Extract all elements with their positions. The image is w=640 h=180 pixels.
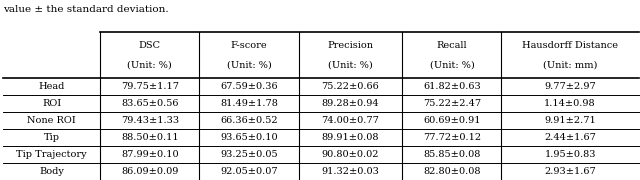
- Text: 9.77±2.97: 9.77±2.97: [544, 82, 596, 91]
- Text: 77.72±0.12: 77.72±0.12: [423, 133, 481, 142]
- Text: 75.22±0.66: 75.22±0.66: [321, 82, 380, 91]
- Text: None ROI: None ROI: [28, 116, 76, 125]
- Text: 74.00±0.77: 74.00±0.77: [321, 116, 380, 125]
- Text: 91.32±0.03: 91.32±0.03: [321, 167, 380, 176]
- Text: 60.69±0.91: 60.69±0.91: [423, 116, 481, 125]
- Text: 79.43±1.33: 79.43±1.33: [121, 116, 179, 125]
- Text: (Unit: %): (Unit: %): [328, 61, 373, 70]
- Text: 2.44±1.67: 2.44±1.67: [544, 133, 596, 142]
- Text: 83.65±0.56: 83.65±0.56: [121, 99, 179, 108]
- Text: (Unit: %): (Unit: %): [127, 61, 172, 70]
- Text: Precision: Precision: [328, 41, 373, 50]
- Text: 92.05±0.07: 92.05±0.07: [220, 167, 278, 176]
- Text: 89.28±0.94: 89.28±0.94: [322, 99, 380, 108]
- Text: 87.99±0.10: 87.99±0.10: [121, 150, 179, 159]
- Text: 1.14±0.98: 1.14±0.98: [544, 99, 596, 108]
- Text: Tip: Tip: [44, 133, 60, 142]
- Text: 61.82±0.63: 61.82±0.63: [423, 82, 481, 91]
- Text: 93.65±0.10: 93.65±0.10: [220, 133, 278, 142]
- Text: (Unit: %): (Unit: %): [429, 61, 474, 70]
- Text: Tip Trajectory: Tip Trajectory: [17, 150, 87, 159]
- Text: 66.36±0.52: 66.36±0.52: [220, 116, 278, 125]
- Text: F-score: F-score: [230, 41, 268, 50]
- Text: 85.85±0.08: 85.85±0.08: [423, 150, 481, 159]
- Text: 81.49±1.78: 81.49±1.78: [220, 99, 278, 108]
- Text: Body: Body: [39, 167, 64, 176]
- Text: 79.75±1.17: 79.75±1.17: [121, 82, 179, 91]
- Text: 1.95±0.83: 1.95±0.83: [545, 150, 596, 159]
- Text: 67.59±0.36: 67.59±0.36: [220, 82, 278, 91]
- Text: 82.80±0.08: 82.80±0.08: [423, 167, 481, 176]
- Text: DSC: DSC: [139, 41, 161, 50]
- Text: 90.80±0.02: 90.80±0.02: [322, 150, 379, 159]
- Text: value ± the standard deviation.: value ± the standard deviation.: [3, 5, 169, 14]
- Text: Recall: Recall: [436, 41, 467, 50]
- Text: 88.50±0.11: 88.50±0.11: [121, 133, 179, 142]
- Text: 93.25±0.05: 93.25±0.05: [220, 150, 278, 159]
- Text: Head: Head: [38, 82, 65, 91]
- Text: (Unit: %): (Unit: %): [227, 61, 271, 70]
- Text: 2.93±1.67: 2.93±1.67: [544, 167, 596, 176]
- Text: 86.09±0.09: 86.09±0.09: [121, 167, 179, 176]
- Text: Hausdorff Distance: Hausdorff Distance: [522, 41, 618, 50]
- Text: 75.22±2.47: 75.22±2.47: [423, 99, 481, 108]
- Text: 89.91±0.08: 89.91±0.08: [322, 133, 379, 142]
- Text: (Unit: mm): (Unit: mm): [543, 61, 597, 70]
- Text: ROI: ROI: [42, 99, 61, 108]
- Text: 9.91±2.71: 9.91±2.71: [544, 116, 596, 125]
